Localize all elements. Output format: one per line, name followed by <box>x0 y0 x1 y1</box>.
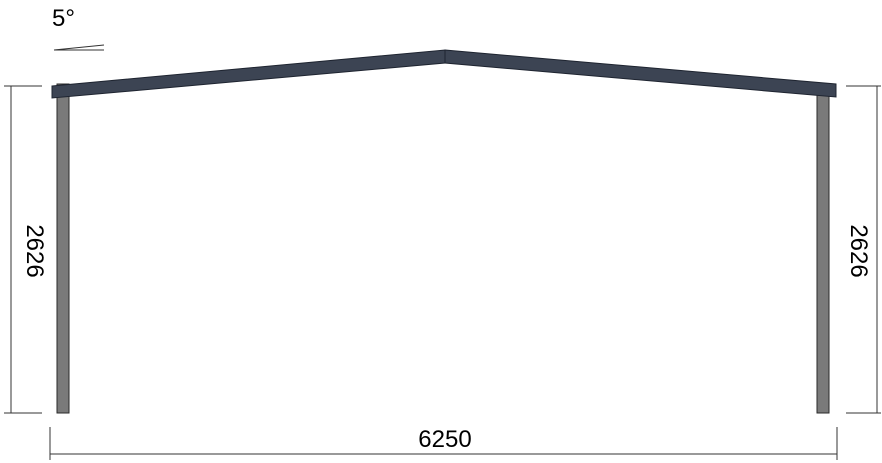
span-label: 6250 <box>418 426 471 453</box>
span-dimension <box>49 427 838 460</box>
right-rafter <box>444 49 837 98</box>
left-rafter <box>51 49 446 99</box>
left-column <box>56 83 70 414</box>
left-height-dimension <box>4 85 42 414</box>
right-height-label: 2626 <box>845 224 872 277</box>
right-column <box>816 83 830 414</box>
pitch-symbol-icon <box>53 44 105 51</box>
right-height-dimension <box>846 85 881 414</box>
pitch-label: 5° <box>52 5 75 32</box>
left-height-label: 2626 <box>21 224 48 277</box>
